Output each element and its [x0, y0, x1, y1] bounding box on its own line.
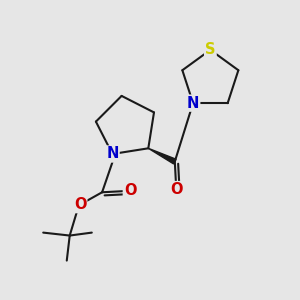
- Text: S: S: [205, 42, 216, 57]
- Polygon shape: [148, 148, 176, 164]
- Text: N: N: [187, 96, 199, 111]
- Text: N: N: [106, 146, 118, 161]
- Text: O: O: [124, 183, 136, 198]
- Text: O: O: [170, 182, 182, 197]
- Text: O: O: [74, 197, 86, 212]
